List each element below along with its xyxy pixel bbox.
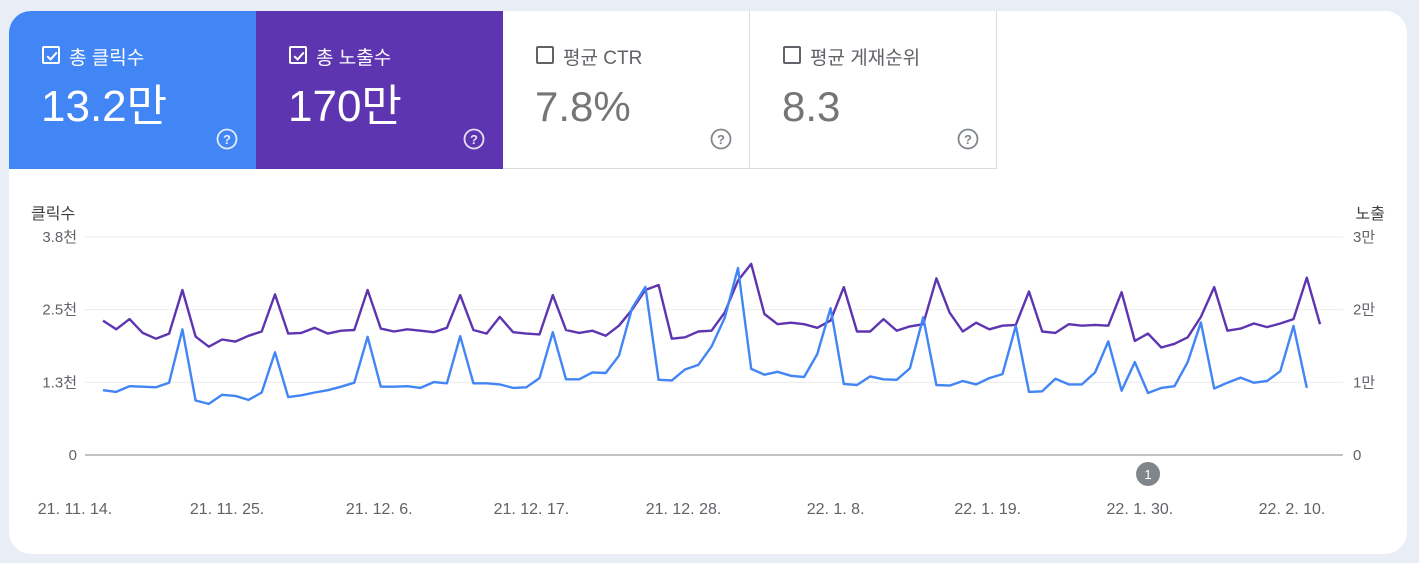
x-tick-label: 21. 12. 28. bbox=[646, 501, 722, 518]
metric-tile-total-clicks[interactable]: 총 클릭수 13.2만 ? bbox=[9, 11, 256, 169]
left-axis-ticks: 3.8천 2.5천 1.3천 0 bbox=[42, 229, 77, 464]
left-tick-label: 2.5천 bbox=[42, 302, 77, 319]
checkbox-checked-icon[interactable] bbox=[42, 46, 60, 64]
svg-text:?: ? bbox=[470, 132, 478, 147]
metric-tiles: 총 클릭수 13.2만 ? 총 노출수 170만 ? 평균 CTR 7.8% bbox=[9, 11, 997, 169]
checkbox-checked-icon[interactable] bbox=[289, 46, 307, 64]
series-lines bbox=[102, 262, 1322, 406]
annotation-marker[interactable] bbox=[1136, 462, 1161, 486]
metric-label: 평균 CTR bbox=[563, 48, 643, 69]
help-icon[interactable]: ? bbox=[463, 128, 485, 150]
series-line-clicks bbox=[102, 266, 1308, 406]
right-tick-label: 3만 bbox=[1353, 229, 1375, 246]
x-tick-label: 21. 12. 6. bbox=[346, 501, 413, 518]
chart-annotation[interactable]: 1 bbox=[1136, 462, 1161, 486]
left-tick-label: 3.8천 bbox=[42, 229, 77, 246]
x-tick-label: 21. 11. 14. bbox=[38, 501, 112, 518]
metric-value: 7.8% bbox=[535, 83, 631, 130]
help-icon[interactable]: ? bbox=[216, 128, 238, 150]
x-tick-label: 21. 11. 25. bbox=[190, 501, 264, 518]
x-axis-ticks: 21. 11. 14. 21. 11. 25. 21. 12. 6. 21. 12. … bbox=[38, 501, 1326, 518]
x-tick-label: 21. 12. 17. bbox=[494, 501, 570, 518]
right-axis-ticks: 3만 2만 1만 0 bbox=[1353, 229, 1375, 464]
performance-card: 총 클릭수 13.2만 ? 총 노출수 170만 ? 평균 CTR 7.8% bbox=[9, 11, 1407, 554]
gridlines bbox=[85, 236, 1343, 456]
checkbox-unchecked-icon[interactable] bbox=[783, 46, 801, 64]
metric-tile-total-impressions[interactable]: 총 노출수 170만 ? bbox=[256, 11, 503, 169]
metric-tile-average-ctr[interactable]: 평균 CTR 7.8% ? bbox=[503, 11, 750, 169]
right-tick-label: 0 bbox=[1353, 447, 1361, 464]
metric-label: 총 클릭수 bbox=[69, 48, 145, 69]
x-tick-label: 22. 2. 10. bbox=[1259, 501, 1326, 518]
svg-text:?: ? bbox=[223, 132, 231, 147]
right-tick-label: 2만 bbox=[1353, 302, 1375, 319]
metric-value: 8.3 bbox=[782, 83, 841, 130]
help-icon[interactable]: ? bbox=[957, 128, 979, 150]
right-axis-title: 노출 bbox=[1356, 205, 1385, 223]
x-tick-label: 22. 1. 30. bbox=[1107, 501, 1174, 518]
x-tick-label: 22. 1. 8. bbox=[807, 501, 865, 518]
svg-text:?: ? bbox=[717, 132, 725, 147]
metric-tile-average-position[interactable]: 평균 게재순위 8.3 ? bbox=[750, 11, 997, 169]
right-tick-label: 1만 bbox=[1353, 374, 1375, 391]
performance-chart: 클릭수 노출 3.8천 2.5천 1.3천 0 3만 2만 1만 0 21. 11. 14.… bbox=[31, 205, 1385, 518]
left-tick-label: 1.3천 bbox=[42, 374, 77, 391]
help-icon[interactable]: ? bbox=[710, 128, 732, 150]
svg-text:?: ? bbox=[964, 132, 972, 147]
metric-label: 평균 게재순위 bbox=[810, 48, 921, 69]
metric-value: 170만 bbox=[288, 82, 402, 131]
annotation-label: 1 bbox=[1144, 467, 1151, 482]
x-tick-label: 22. 1. 19. bbox=[954, 501, 1021, 518]
left-axis-title: 클릭수 bbox=[31, 205, 75, 223]
metric-label: 총 노출수 bbox=[316, 48, 392, 69]
metric-value: 13.2만 bbox=[41, 82, 168, 131]
left-tick-label: 0 bbox=[69, 447, 77, 464]
series-line-impressions bbox=[102, 262, 1322, 349]
checkbox-unchecked-icon[interactable] bbox=[536, 46, 554, 64]
